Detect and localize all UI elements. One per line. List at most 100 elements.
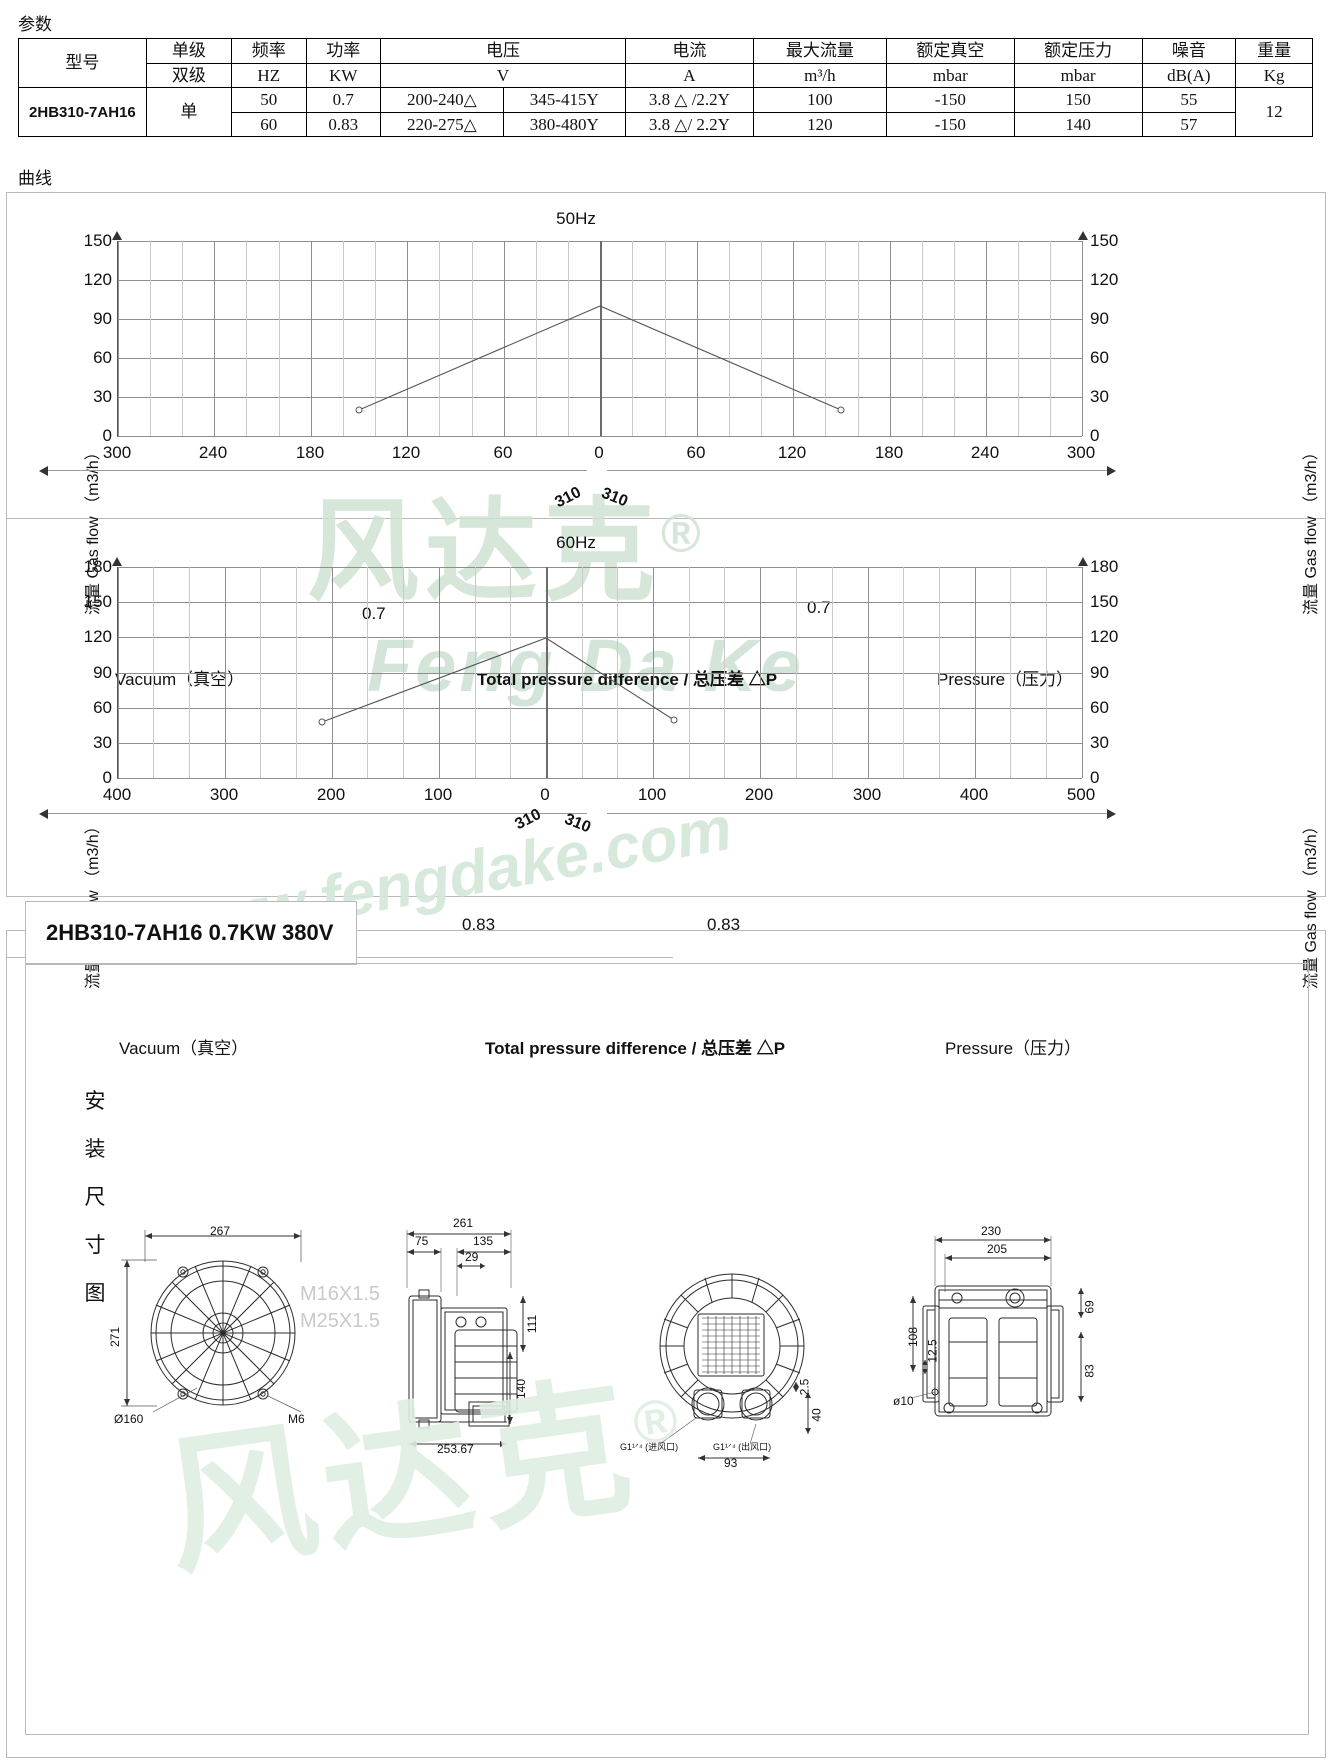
chart-50hz-ytick-r-30: 30 [1090,387,1109,406]
dim-diameter-160: Ø160 [114,1412,144,1426]
dim-271: 271 [108,1326,123,1348]
th-noise: 噪音 [1141,38,1237,64]
th-unit-v: V [380,62,627,89]
dim-hole-10: ø10 [893,1394,914,1408]
chart-60hz-title: 60Hz [556,533,596,552]
chart-50hz-pressure-axis [607,470,1107,471]
th-weight: 重量 [1235,38,1313,64]
chart-50hz-ytick-90: 90 [93,309,112,328]
th-unit-hz: HZ [230,62,307,89]
chart-50hz: 50Hz 流量 Gas flow （m3/h） 流量 Gas flow （m3/… [7,193,1325,689]
th-unit-kg: Kg [1235,62,1313,89]
chart-60hz-ytick-r-150: 150 [1090,592,1119,611]
chart-60hz-xlabel-vacuum: Vacuum（真空） [119,1039,249,1058]
th-rated-vacuum: 额定真空 [885,38,1015,64]
cell-pressure-60: 140 [1013,111,1143,138]
curve-section-label: 曲线 [18,169,52,188]
chart-50hz-ytick-60: 60 [93,348,112,367]
installation-dimension-vertical-label: 安 装 尺 寸 图 [78,1078,112,1318]
parameters-table: 型号 单级 频率 功率 电压 电流 最大流量 额定真空 额定压力 噪音 重量 双… [18,37,1313,138]
cell-vacuum-50: -150 [885,87,1015,113]
port-outlet-label: G1¹ᐟ⁴ (出风口) [713,1442,772,1452]
cell-hz-60: 60 [230,111,307,138]
chart-50hz-xtick-v120: 120 [391,443,421,462]
cell-hz-50: 50 [230,87,307,113]
chart-50hz-series [355,305,845,414]
dim-29: 29 [465,1250,479,1264]
chart-60hz-xlabel-pressure: Pressure（压力） [945,1039,1082,1058]
chart-60hz-xtick-p300: 300 [852,785,882,804]
chart-50hz-xtick-p120: 120 [777,443,807,462]
chart-60hz-ytick-150: 150 [83,592,112,611]
chart-60hz-ytick-120: 120 [83,627,112,646]
cell-voltage-star-60: 380-480Y [502,111,627,138]
chart-50hz-vacuum-axis [47,470,587,471]
dimension-drawing-section: 2HB310-7AH16 0.7KW 380V [6,901,1326,1758]
chart-60hz-ytick-r-90: 90 [1090,663,1109,682]
cell-stage: 单 [145,87,232,138]
th-power: 功率 [305,38,382,64]
chart-60hz-xtick-0: 0 [540,785,550,804]
chart-60hz-endpoint-right: 0.83 [707,915,741,934]
table-header-row-2: 双级 HZ KW V A m³/h mbar mbar dB(A) Kg [19,62,1313,89]
chart-50hz-ytick-0: 0 [102,426,112,445]
chart-50hz-ytick-r-0: 0 [1090,426,1100,445]
cell-voltage-delta-60: 220-275△ [380,111,504,138]
chart-50hz-xtick-p300: 300 [1066,443,1096,462]
chart-60hz-ytick-30: 30 [93,733,112,752]
chart-50hz-ytick-r-120: 120 [1090,270,1119,289]
th-model: 型号 [18,37,147,89]
chart-60hz-ytick-r-180: 180 [1090,557,1119,576]
chart-50hz-label-310-left: 310 [552,483,584,512]
curve-divider [7,518,1325,519]
chart-50hz-yaxis-arrow-left [112,231,122,240]
th-stage-single: 单级 [145,38,232,64]
table-row: 2HB310-7AH16 单 50 0.7 200-240△ 345-415Y … [18,87,1313,138]
chart-50hz-yaxis-arrow-right [1078,231,1088,240]
th-unit-m3h: m³/h [752,62,887,89]
chart-60hz-pressure-axis [607,813,1107,814]
chart-50hz-ytick-30: 30 [93,387,112,406]
port-inlet-label: G1¹ᐟ⁴ (进风口) [620,1442,679,1452]
th-max-flow: 最大流量 [752,38,887,64]
chart-50hz-ytick-r-60: 60 [1090,348,1109,367]
chart-60hz-ytick-180: 180 [83,557,112,576]
chart-50hz-pressure-arrow [1107,466,1116,476]
vlabel-char-3: 尺 [84,1186,106,1209]
chart-50hz-xtick-p240: 240 [970,443,1000,462]
dim-108: 108 [906,1326,921,1348]
chart-50hz-xlabel-vacuum: Vacuum（真空） [115,670,245,689]
dim-140: 140 [514,1378,529,1400]
ghost-text-m16: M16X1.5 [300,1283,381,1305]
cell-noise-60: 57 [1141,111,1237,138]
chart-60hz-plot [117,567,1083,779]
cell-maxflow-50: 100 [752,87,887,113]
dim-93: 93 [724,1456,738,1470]
cell-voltage-delta-50: 200-240△ [380,87,504,113]
dim-2-5: 2.5 [797,1378,812,1396]
th-unit-db: dB(A) [1141,62,1237,89]
cell-vacuum-60: -150 [885,111,1015,138]
dim-253-67: 253.67 [437,1442,474,1456]
th-rated-pressure: 额定压力 [1013,38,1143,64]
chart-60hz-endpoint-left: 0.83 [462,915,496,934]
chart-60hz-vacuum-arrow [39,809,48,819]
cell-model: 2HB310-7AH16 [18,87,147,138]
chart-50hz-xlabel-center: Total pressure difference / 总压差 △P [477,670,778,689]
chart-60hz-ytick-90: 90 [93,663,112,682]
chart-60hz-xlabel-center: Total pressure difference / 总压差 △P [485,1039,786,1058]
cell-current-50: 3.8 △ /2.2Y [625,87,754,113]
chart-50hz-plot [117,241,1083,437]
chart-60hz-ytick-60: 60 [93,698,112,717]
cell-noise-50: 55 [1141,87,1237,113]
chart-50hz-ytick-r-150: 150 [1090,231,1119,250]
cell-kw-50: 0.7 [305,87,382,113]
chart-50hz-ytick-150: 150 [83,231,112,250]
chart-60hz-yaxis-arrow-right [1078,557,1088,566]
chart-60hz-pressure-arrow [1107,809,1116,819]
chart-50hz-xtick-p60: 60 [686,443,706,462]
cell-maxflow-60: 120 [752,111,887,138]
dim-267: 267 [210,1224,231,1238]
cell-voltage-star-50: 345-415Y [502,87,627,113]
th-unit-kw: KW [305,62,382,89]
